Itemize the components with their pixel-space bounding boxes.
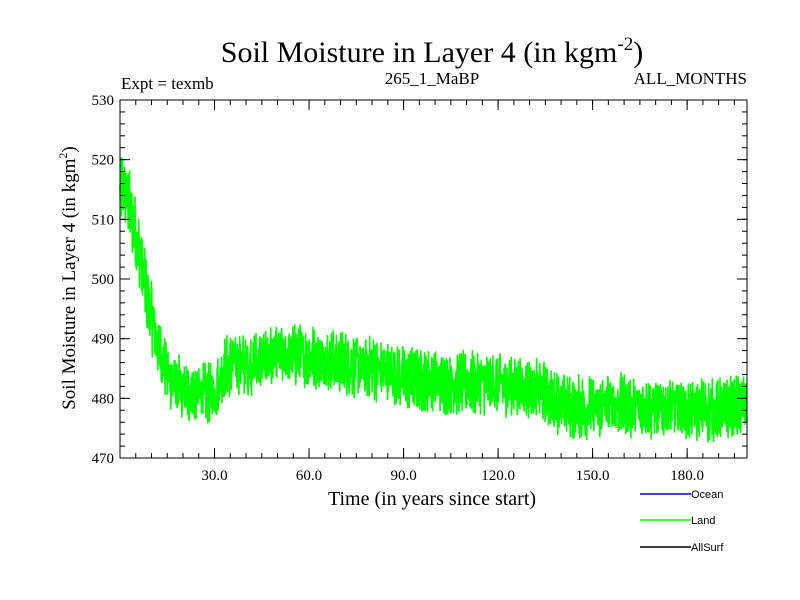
legend-label-ocean: Ocean	[691, 489, 723, 501]
x-tick-label: 60.0	[296, 468, 322, 484]
y-tick-label: 510	[92, 212, 115, 228]
plot-frame	[119, 99, 748, 459]
x-tick-label: 30.0	[201, 468, 227, 484]
subtitle-center: 265_1_MaBP	[385, 69, 479, 88]
subtitle-right: ALL_MONTHS	[634, 69, 747, 88]
series-line-land	[119, 156, 748, 443]
legend: Ocean Land AllSurf	[640, 489, 724, 554]
y-tick-label: 530	[92, 93, 115, 109]
y-tick-label: 470	[92, 451, 115, 467]
chart-title: Soil Moisture in Layer 4 (in kgm-2)	[221, 34, 643, 69]
y-tick-label: 500	[92, 272, 115, 288]
x-tick-label: 120.0	[481, 468, 515, 484]
y-axis-label: Soil Moisture in Layer 4 (in kgm2)	[56, 146, 80, 410]
x-tick-label: 150.0	[576, 468, 610, 484]
subtitle-left: Expt = texmb	[121, 74, 214, 93]
legend-label-land: Land	[691, 515, 715, 527]
y-tick-label: 490	[92, 332, 115, 348]
x-tick-label: 180.0	[670, 468, 704, 484]
x-axis-label: Time (in years since start)	[328, 488, 536, 510]
axis-ticks: 30.0 60.0 90.0 120.0 150.0 180.0 470 480 490 500 5…	[92, 93, 747, 484]
x-tick-label: 90.0	[390, 468, 416, 484]
legend-label-allsurf: AllSurf	[691, 542, 724, 554]
y-tick-label: 480	[92, 391, 115, 407]
plot-area	[119, 156, 748, 443]
y-tick-label: 520	[92, 153, 115, 169]
